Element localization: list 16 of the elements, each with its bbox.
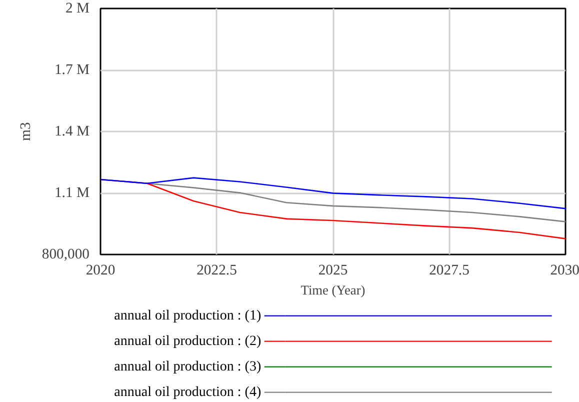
y-axis-title: m3 <box>18 122 34 141</box>
x-tick-label: 2020 <box>86 262 116 278</box>
x-tick-label: 2030 <box>550 262 579 278</box>
legend-label: annual oil production : (1) <box>114 308 262 324</box>
y-tick-label: 2 M <box>65 0 90 16</box>
x-tick-label: 2022.5 <box>196 262 237 278</box>
y-tick-label: 1.1 M <box>54 185 90 201</box>
legend-label: annual oil production : (4) <box>114 384 262 400</box>
legend-label: annual oil production : (2) <box>114 334 262 349</box>
y-tick-label: 1.7 M <box>54 62 90 78</box>
y-tick-label: 1.4 M <box>54 124 90 140</box>
legend-label: annual oil production : (3) <box>114 359 262 374</box>
x-axis-title: Time (Year) <box>300 282 366 298</box>
y-tick-label: 800,000 <box>42 246 90 262</box>
x-tick-label: 2025 <box>318 262 348 278</box>
x-tick-label: 2027.5 <box>429 262 470 278</box>
